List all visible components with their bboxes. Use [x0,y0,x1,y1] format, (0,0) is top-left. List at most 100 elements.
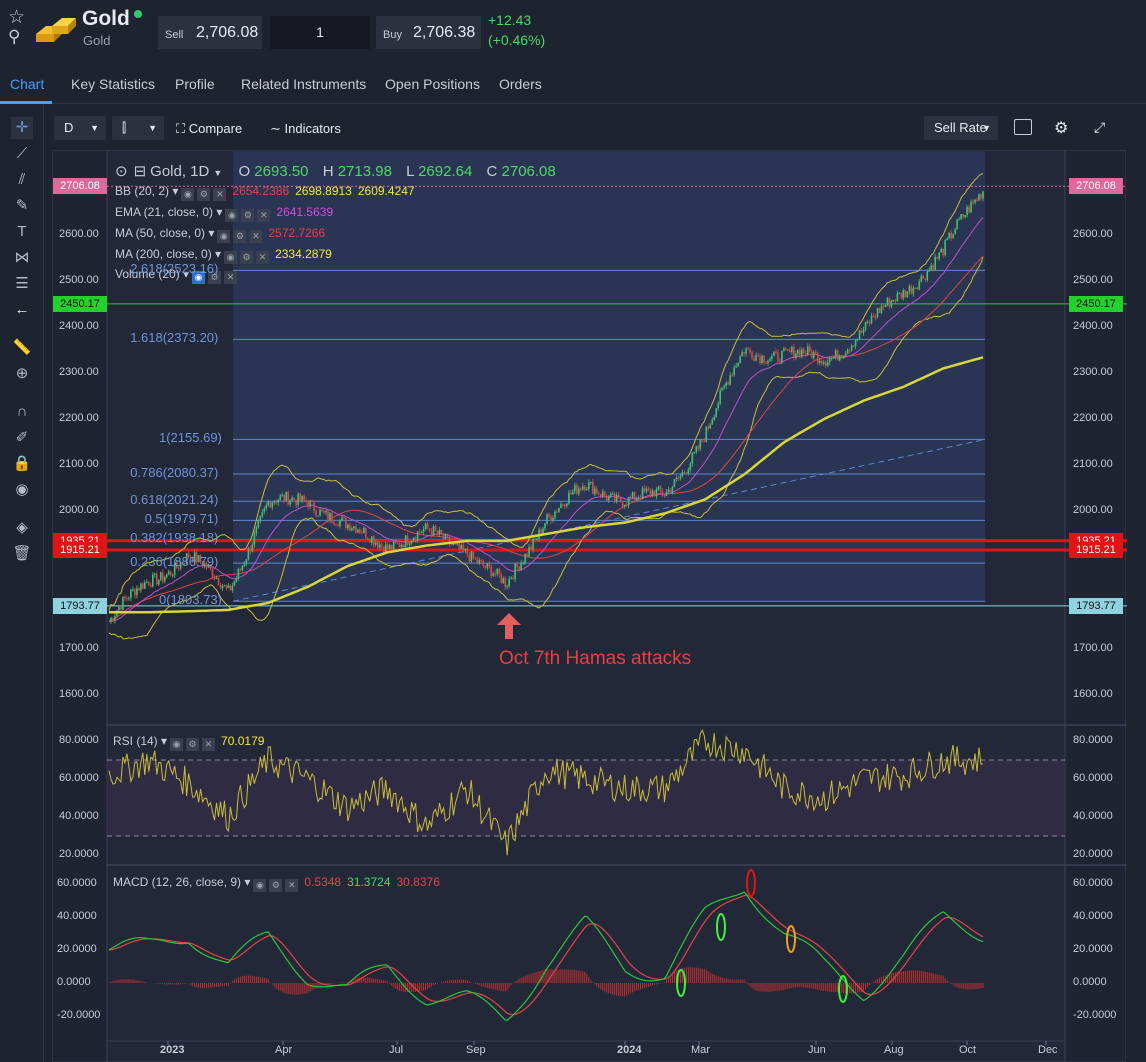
candle-body [663,495,666,497]
crosshair-icon[interactable]: ✛ [11,117,33,139]
lock-drawing-icon[interactable]: ✐ [15,429,29,446]
volume-legend[interactable]: Volume (20) ▾ ◉ ⚙ ✕ [115,267,238,284]
star-icon[interactable]: ☆ [8,7,26,28]
candle-body [773,351,775,356]
candle-body [370,536,373,543]
settings-icon[interactable]: ⚙ [208,271,222,284]
compare-button[interactable]: ⛶ Compare [176,121,242,137]
candle-body [165,574,168,578]
tab-open-positions[interactable]: Open Positions [385,76,480,92]
gold-bars-logo [36,18,76,42]
visibility-icon[interactable]: ◉ [181,188,195,201]
brush-icon[interactable]: ✎ [15,197,29,214]
lock-icon[interactable]: 🔒 [12,455,32,472]
candle-body [759,356,761,364]
trend-line-icon[interactable]: ⟋ [16,145,28,162]
settings-icon[interactable]: ⚙ [240,251,254,264]
back-arrow-icon[interactable]: ← [14,301,30,318]
market-open-indicator [134,10,142,18]
candle-body [582,486,584,490]
candle-body [838,355,841,361]
settings-icon[interactable]: ⚙ [241,209,255,222]
visibility-icon[interactable]: ◉ [224,251,238,264]
candle-body [830,357,833,359]
candle-body [554,511,556,518]
candle-body [679,475,682,479]
settings-icon[interactable]: ⚙ [197,188,211,201]
close-icon[interactable]: ✕ [257,209,271,222]
candle-body [289,500,291,505]
layers-icon[interactable]: ◈ [16,519,28,536]
candle-body [765,362,767,364]
candle-body [410,540,413,544]
bb-legend[interactable]: BB (20, 2) ▾ ◉ ⚙ ✕ 2654.2386 2698.8913 2609.42… [115,184,415,201]
quantity-input[interactable]: 1 [270,16,370,49]
visibility-icon[interactable]: ◉ [170,738,184,751]
candle-body [693,451,696,454]
settings-gear-icon[interactable]: ⚙ [1054,120,1069,137]
pattern-icon[interactable]: ⋈ [14,249,30,266]
text-tool-icon[interactable]: T [17,223,27,240]
rsi-legend[interactable]: RSI (14) ▾ ◉ ⚙ ✕ 70.0179 [113,734,265,751]
chart-canvas[interactable] [53,151,1127,1062]
chart-toolbar: D ▼ ⫿ ▼ ⛶ Compare ∼ Indicators Sell Rate ▼ … [52,113,1126,143]
visibility-icon[interactable]: ◉ [225,209,239,222]
tab-chart[interactable]: Chart [10,76,45,92]
candle-body [898,293,901,295]
indicators-button[interactable]: ∼ Indicators [270,121,341,137]
pin-icon[interactable]: ⚲ [8,27,21,46]
candle-body [619,497,622,503]
close-icon[interactable]: ✕ [256,251,270,264]
settings-icon[interactable]: ⚙ [233,230,247,243]
collapse-icon[interactable]: ⊙ [115,163,128,180]
zoom-in-icon[interactable]: ⊕ [15,365,29,382]
candle-body [572,491,574,495]
ema-legend[interactable]: EMA (21, close, 0) ▾ ◉ ⚙ ✕ 2641.5639 [115,205,334,222]
candle-body [731,375,733,377]
fullscreen-icon[interactable]: ⤢ [1094,119,1106,135]
sell-button[interactable]: Sell 2,706.08 [158,16,262,49]
interval-dropdown[interactable]: D ▼ [54,116,106,140]
settings-icon[interactable]: ⚙ [186,738,200,751]
candle-body [150,585,152,587]
ruler-icon[interactable]: 📏 [12,339,32,356]
tab-related-instruments[interactable]: Related Instruments [241,76,367,92]
buy-button[interactable]: Buy 2,706.38 [376,16,481,49]
macd-legend[interactable]: MACD (12, 26, close, 9) ▾ ◉ ⚙ ✕ 0.5348 31.372… [113,875,440,892]
candle-body [472,551,475,559]
close-icon[interactable]: ✕ [213,188,227,201]
settings-icon[interactable]: ⚙ [269,879,283,892]
parallel-channel-icon[interactable]: ⫽ [18,171,26,188]
chart-type-dropdown[interactable]: ⫿ ▼ [112,116,164,140]
close-icon[interactable]: ✕ [202,738,216,751]
candle-body [904,290,907,298]
candle-body [757,355,759,357]
candle-body [611,493,614,495]
ma200-value: 2334.2879 [275,247,332,261]
fib-retracement-icon[interactable]: ☰ [15,275,29,292]
tab-orders[interactable]: Orders [499,76,542,92]
magnet-icon[interactable]: ∩ [16,403,28,420]
visibility-icon[interactable]: ◉ [253,879,267,892]
rate-dropdown[interactable]: Sell Rate ▼ [924,116,998,140]
candle-body [309,500,311,507]
candle-body [864,322,867,330]
candle-body [444,533,447,539]
visibility-icon[interactable]: ◉ [217,230,231,243]
screenshot-icon[interactable] [1014,119,1032,135]
visibility-icon[interactable]: ◉ [192,271,206,284]
price-axis-label-left: 2400.00 [59,320,99,332]
close-icon[interactable]: ✕ [285,879,299,892]
chevron-down-icon[interactable]: ▼ [213,168,223,178]
sell-price: 2,706.08 [196,24,259,41]
tab-profile[interactable]: Profile [175,76,215,92]
trash-icon[interactable]: 🗑 [12,545,32,562]
price-chart[interactable]: ⊙ ⊟ Gold, 1D ▼ O 2693.50 H 2713.98 L 2692.6… [52,150,1127,1062]
ma50-legend[interactable]: MA (50, close, 0) ▾ ◉ ⚙ ✕ 2572.7266 [115,226,326,243]
ma200-legend[interactable]: MA (200, close, 0) ▾ ◉ ⚙ ✕ 2334.2879 [115,247,332,264]
eye-icon[interactable]: ◉ [15,481,29,498]
close-icon[interactable]: ✕ [249,230,263,243]
close-icon[interactable]: ✕ [224,271,238,284]
candle-body [781,351,783,363]
tab-key-statistics[interactable]: Key Statistics [71,76,156,92]
